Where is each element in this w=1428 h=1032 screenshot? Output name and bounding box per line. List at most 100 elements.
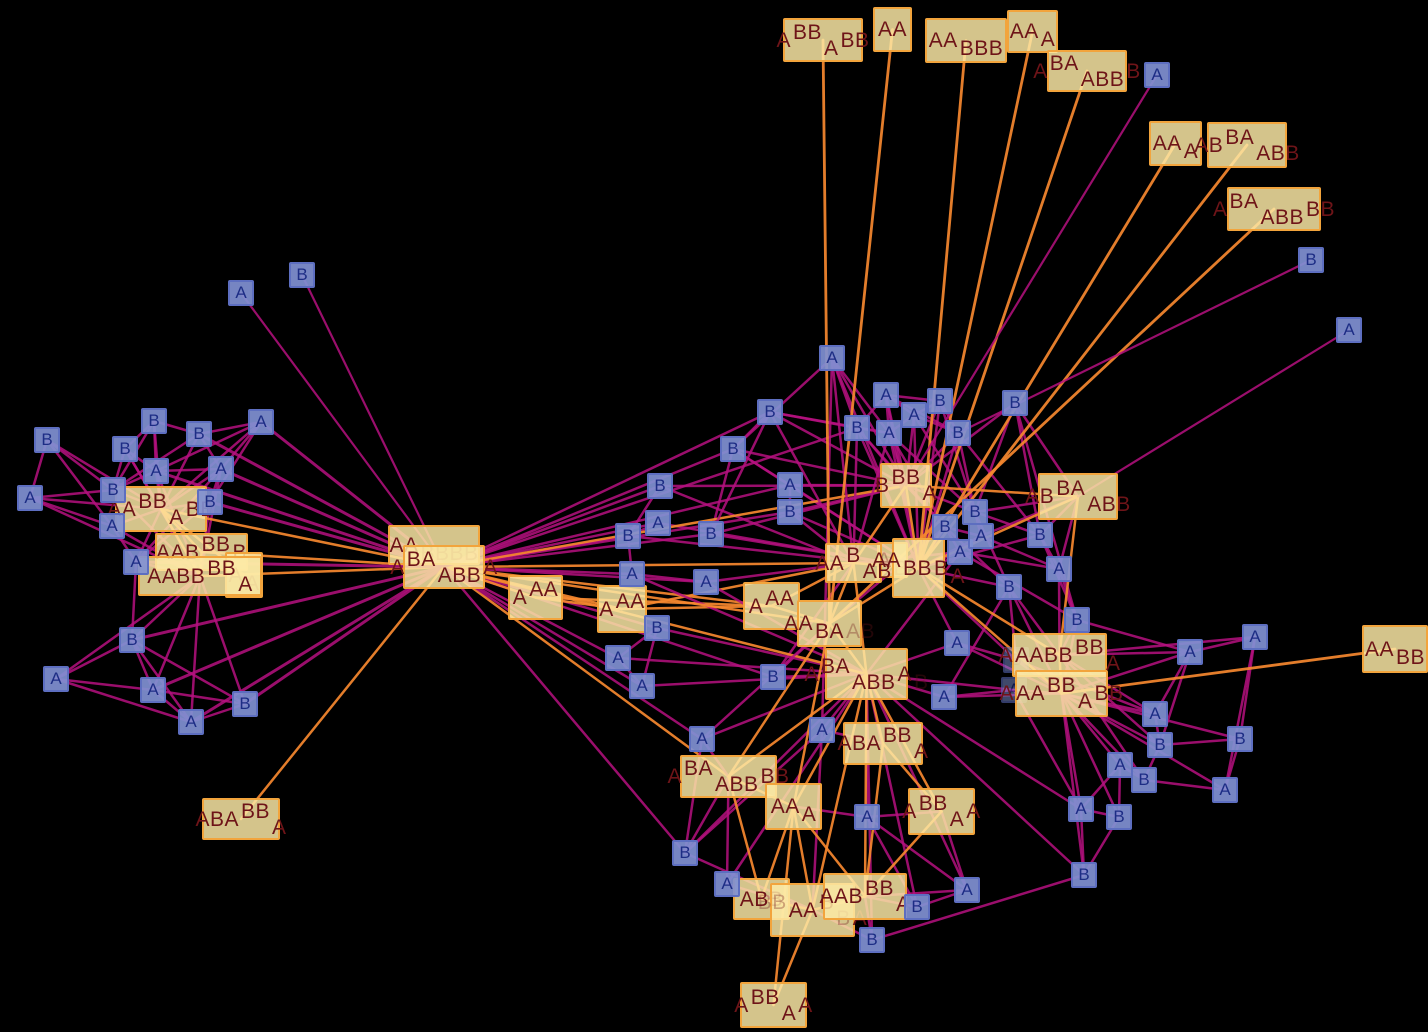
graph-node-b-l9[interactable]: B <box>100 477 126 503</box>
graph-node-group-T5[interactable]: A BA ABB B <box>1033 50 1140 92</box>
graph-node-b-r32[interactable]: B <box>904 894 930 920</box>
graph-node-a-m6[interactable]: A <box>619 561 645 587</box>
graph-node-group-R4[interactable]: AA BB B A <box>872 538 965 598</box>
graph-node-group-L3[interactable]: AABB BB A <box>138 556 262 596</box>
graph-node-b-r30[interactable]: B <box>1071 862 1097 888</box>
graph-node-group-R13[interactable]: A BB A A <box>902 788 980 835</box>
graph-node-a-l8[interactable]: A <box>17 485 43 511</box>
graph-node-b-l13[interactable]: B <box>119 627 145 653</box>
graph-node-b-r26[interactable]: B <box>1131 767 1157 793</box>
graph-node-a-r21[interactable]: A <box>1242 624 1268 650</box>
graph-node-group-R1[interactable]: B BB A <box>875 463 937 508</box>
graph-node-a-r28[interactable]: A <box>1068 796 1094 822</box>
graph-node-a-r13[interactable]: A <box>968 523 994 549</box>
graph-node-a-l3[interactable]: A <box>248 409 274 435</box>
graph-node-b-m5[interactable]: B <box>698 521 724 547</box>
graph-node-a-m7[interactable]: A <box>693 569 719 595</box>
graph-node-a-l6[interactable]: A <box>208 456 234 482</box>
graph-node-a-r34[interactable]: A <box>854 804 880 830</box>
graph-node-b-m1[interactable]: B <box>720 436 746 462</box>
graph-node-b-r16[interactable]: B <box>996 574 1022 600</box>
graph-node-b-l1[interactable]: B <box>141 408 167 434</box>
graph-node-b-p2[interactable]: B <box>1298 247 1324 273</box>
graph-node-a-r19[interactable]: A <box>931 684 957 710</box>
graph-node-group-R11[interactable]: A BA ABB BB <box>667 755 789 798</box>
graph-node-a-l11[interactable]: A <box>99 513 125 539</box>
graph-node-b-r33[interactable]: B <box>859 927 885 953</box>
graph-node-a-p3[interactable]: A <box>1336 317 1362 343</box>
graph-node-b-r6[interactable]: B <box>927 388 953 414</box>
graph-node-a-l14[interactable]: A <box>43 666 69 692</box>
graph-node-group-T7[interactable]: AB BA ABB <box>1194 122 1299 168</box>
graph-node-b-l10[interactable]: B <box>197 489 223 515</box>
graph-node-a-r7[interactable]: A <box>876 420 902 446</box>
graph-node-a-m3[interactable]: A <box>645 510 671 536</box>
graph-node-group-T2[interactable]: AA <box>873 7 912 52</box>
graph-node-b-l2[interactable]: B <box>186 421 212 447</box>
graph-node-b-r35[interactable]: B <box>672 840 698 866</box>
graph-node-b-r23[interactable]: B <box>1227 726 1253 752</box>
graph-node-group-R6[interactable]: A BA ABB A B <box>804 648 928 700</box>
graph-node-group-T3[interactable]: AA BBB <box>925 18 1007 63</box>
graph-node-group-T10[interactable]: ABA BB A <box>195 798 286 840</box>
graph-node-a-m12[interactable]: A <box>777 472 803 498</box>
graph-node-group-R9[interactable]: AB BA ABB <box>1025 473 1130 520</box>
graph-node-b-r9[interactable]: B <box>1002 390 1028 416</box>
graph-node-group-M3[interactable]: A AA <box>743 582 800 630</box>
graph-node-group-M2[interactable]: A AA <box>597 585 647 633</box>
graph-node-group-C2[interactable]: A BA ABB A <box>390 545 497 589</box>
graph-node-group-T8[interactable]: A BA ABB BB <box>1213 187 1335 231</box>
graph-node-a-m9[interactable]: A <box>605 645 631 671</box>
graph-node-a-r38[interactable]: A <box>809 717 835 743</box>
graph-node-a-r22[interactable]: A <box>1142 701 1168 727</box>
graph-node-a-m10[interactable]: A <box>629 673 655 699</box>
graph-node-b-m4[interactable]: B <box>615 523 641 549</box>
graph-node-a-l5[interactable]: A <box>143 458 169 484</box>
graph-node-a-r18[interactable]: A <box>944 630 970 656</box>
graph-node-group-T11[interactable]: A BB A A <box>734 982 812 1028</box>
graph-node-group-R8[interactable]: A AA BB A BB <box>999 670 1123 717</box>
graph-node-group-R2[interactable]: AA B AB <box>815 543 891 583</box>
graph-node-a-l16[interactable]: A <box>178 709 204 735</box>
graph-node-b-r17[interactable]: B <box>1064 607 1090 633</box>
graph-node-a-r20[interactable]: A <box>1177 639 1203 665</box>
graph-node-a-r36[interactable]: A <box>714 871 740 897</box>
graph-node-a-r31[interactable]: A <box>954 877 980 903</box>
graph-node-group-R7[interactable]: A AABB BB A <box>998 633 1120 677</box>
graph-node-a-l12[interactable]: A <box>123 549 149 575</box>
graph-node-b-m2[interactable]: B <box>647 473 673 499</box>
graph-node-a-r25[interactable]: A <box>1107 752 1133 778</box>
graph-node-a-r15[interactable]: A <box>1046 556 1072 582</box>
graph-node-b-m13[interactable]: B <box>777 499 803 525</box>
graph-node-b-r2[interactable]: B <box>757 399 783 425</box>
graph-node-b-l19[interactable]: B <box>289 262 315 288</box>
graph-node-group-R5[interactable]: AA BA AB <box>784 600 875 647</box>
graph-node-b-r14[interactable]: B <box>1027 522 1053 548</box>
graph-node-b-r24[interactable]: B <box>1147 732 1173 758</box>
graph-node-b-r4[interactable]: B <box>844 415 870 441</box>
graph-node-b-m11[interactable]: B <box>760 664 786 690</box>
graph-node-group-T1[interactable]: A BB A BB <box>776 18 869 62</box>
graph-node-b-l4[interactable]: B <box>112 436 138 462</box>
graph-node-b-m8[interactable]: B <box>644 615 670 641</box>
graph-node-group-R10[interactable]: ABA BB A <box>837 722 928 765</box>
graph-node-b-l7[interactable]: B <box>34 427 60 453</box>
graph-node-b-l17[interactable]: B <box>232 691 258 717</box>
graph-node-group-T6[interactable]: AA A <box>1149 121 1202 166</box>
graph-node-b-r8[interactable]: B <box>945 420 971 446</box>
graph-node-b-r10[interactable]: B <box>932 514 958 540</box>
graph-node-a-l18[interactable]: A <box>228 280 254 306</box>
graph-node-a-r37[interactable]: A <box>689 726 715 752</box>
graph-node-b-r29[interactable]: B <box>1106 804 1132 830</box>
graph-node-group-T9[interactable]: AA BB <box>1362 625 1428 673</box>
graph-node-b-r12[interactable]: B <box>962 499 988 525</box>
graph-node-a-l15[interactable]: A <box>140 677 166 703</box>
graph-node-a-r3[interactable]: A <box>873 382 899 408</box>
graph-node-group-T4[interactable]: AA A <box>1007 10 1058 53</box>
graph-node-group-R12[interactable]: AA A <box>765 783 822 830</box>
graph-node-a-r5[interactable]: A <box>901 402 927 428</box>
graph-node-a-r27[interactable]: A <box>1212 777 1238 803</box>
